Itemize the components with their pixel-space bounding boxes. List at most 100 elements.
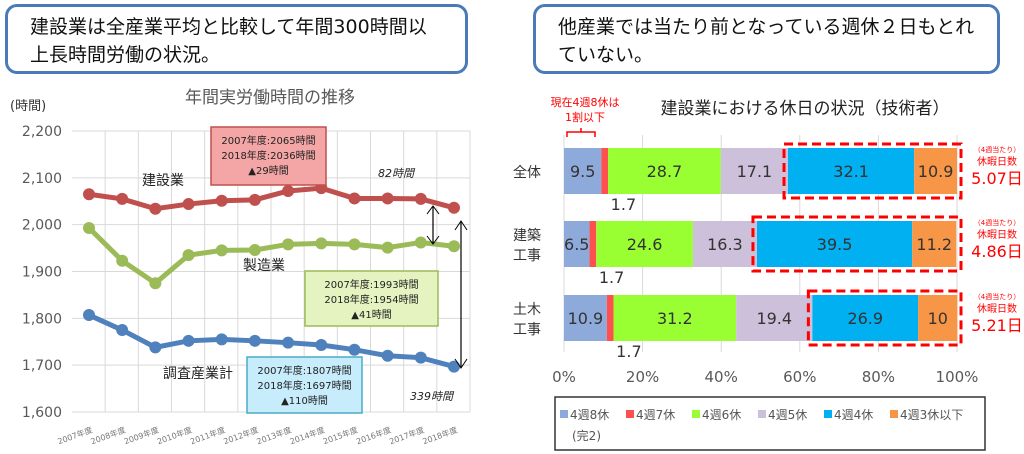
legend-label: 4週3休以下 — [900, 408, 963, 422]
data-label: 28.7 — [647, 162, 683, 181]
x-tick-label: 2007年度 — [56, 424, 94, 446]
x-tick-label: 2010年度 — [156, 424, 194, 446]
data-point — [381, 241, 394, 254]
bar-segment — [606, 295, 614, 341]
annotation-all-industries-line: 2007年度:1807時間 — [257, 364, 351, 377]
callout-text: 建設業は全産業平均と比較して年間300時間以上長時間労働の状況。 — [30, 16, 427, 66]
annotation-construction-line: ▲29時間 — [248, 165, 288, 177]
data-point — [116, 324, 129, 337]
x-tick-label: 2017年度 — [388, 424, 426, 446]
annotation-all-industries — [246, 356, 363, 414]
callout-long-hours: 建設業は全産業平均と比較して年間300時間以上長時間労働の状況。 — [5, 4, 468, 74]
x-tick-label: 2014年度 — [288, 424, 326, 446]
data-point — [282, 184, 295, 197]
bar-segment — [756, 221, 913, 267]
note-line: 1割以下 — [565, 110, 605, 124]
data-point — [182, 249, 195, 262]
category-label: 土木 — [513, 302, 541, 318]
bar-segment — [812, 295, 919, 341]
data-label: 1.7 — [616, 342, 641, 361]
bar-segment — [692, 221, 757, 267]
x-tick-label: 40% — [705, 368, 738, 386]
data-label: 19.4 — [756, 309, 792, 328]
legend-label: 4週7休 — [636, 408, 675, 422]
data-label: 16.3 — [707, 235, 743, 254]
data-point — [215, 244, 228, 257]
legend-swatch — [560, 410, 568, 418]
bar-segment — [564, 221, 590, 267]
arrowhead — [426, 205, 440, 245]
note-line: 現在4週8休は — [551, 96, 620, 109]
y-tick-label: 2,200 — [22, 124, 62, 140]
bar-segment — [788, 148, 915, 194]
bar-segment — [912, 221, 957, 267]
data-point — [414, 236, 427, 249]
category-label: 建築 — [513, 228, 541, 244]
bar-chart-title: 建設業における休日の状況（技術者） — [661, 99, 950, 119]
highlight-box — [782, 142, 963, 200]
data-point — [83, 309, 95, 322]
series-label-manufacturing: 製造業 — [243, 258, 285, 274]
legend-swatch — [626, 410, 634, 418]
data-label: 10 — [928, 309, 948, 328]
highlight-box — [806, 289, 963, 347]
callout-text: 他産業では当たり前となっている週休２日もとれていない。 — [558, 16, 975, 66]
data-point — [348, 343, 361, 356]
data-label: 24.6 — [627, 235, 663, 254]
legend-label: 4週4休 — [834, 408, 873, 422]
bar-segment — [613, 295, 737, 341]
series-label-all-industries: 調査産業計 — [163, 366, 233, 382]
holiday-note: （4週当たり） — [974, 218, 1020, 227]
data-point — [381, 349, 394, 362]
x-tick-label: 2009年度 — [122, 424, 160, 446]
legend-label: 4週8休 — [570, 408, 609, 422]
data-point — [348, 192, 361, 205]
data-label: 31.2 — [657, 309, 693, 328]
data-point — [248, 334, 261, 347]
bar-segment — [564, 295, 607, 341]
x-tick-label: 2015年度 — [322, 424, 360, 446]
data-label: 17.1 — [737, 162, 773, 181]
data-label: 9.5 — [570, 162, 595, 181]
annotation-construction-line: 2007年度:2065時間 — [221, 134, 315, 147]
data-point — [149, 277, 162, 290]
holiday-label: 休暇日数 — [977, 302, 1017, 315]
bar-segment — [589, 221, 597, 267]
legend-swatch — [692, 410, 700, 418]
category-label: 全体 — [513, 164, 541, 181]
y-tick-label: 1,600 — [22, 405, 62, 421]
legend-swatch — [890, 410, 898, 418]
x-tick-label: 20% — [626, 368, 659, 386]
annotation-manufacturing-line: ▲41時間 — [351, 309, 391, 321]
arrowhead — [454, 220, 468, 369]
data-point — [448, 201, 460, 214]
data-point — [381, 192, 394, 205]
annotation-manufacturing-line: 2007年度:1993時間 — [324, 278, 418, 291]
annotation-all-industries-line: ▲110時間 — [281, 395, 328, 407]
annotation-construction — [210, 126, 327, 186]
data-point — [215, 194, 228, 207]
callout-weekly-holidays: 他産業では当たり前となっている週休２日もとれていない。 — [533, 4, 1000, 74]
data-point — [83, 188, 95, 201]
data-point — [149, 341, 162, 354]
data-point — [182, 198, 195, 211]
data-point — [348, 238, 361, 251]
x-tick-label: 2008年度 — [89, 424, 127, 446]
data-label: 10.9 — [918, 162, 954, 181]
bar-segment — [564, 148, 602, 194]
line-chart-title: 年間実労働時間の推移 — [185, 88, 355, 108]
series-label-construction: 建設業 — [142, 173, 184, 189]
bar-segment — [720, 148, 789, 194]
x-tick-label: 2012年度 — [222, 424, 260, 446]
annotation-manufacturing — [304, 270, 439, 327]
x-tick-label: 2018年度 — [421, 424, 459, 446]
annotation-manufacturing-line: 2018年度:1954時間 — [324, 293, 418, 306]
x-tick-label: 80% — [862, 368, 895, 386]
y-tick-label: 1,700 — [22, 358, 62, 374]
bar-segment — [601, 148, 609, 194]
data-point — [248, 243, 261, 256]
bar-segment — [736, 295, 813, 341]
x-tick-label: 2013年度 — [255, 424, 293, 446]
holiday-note: （4週当たり） — [974, 292, 1020, 301]
data-point — [248, 193, 261, 206]
